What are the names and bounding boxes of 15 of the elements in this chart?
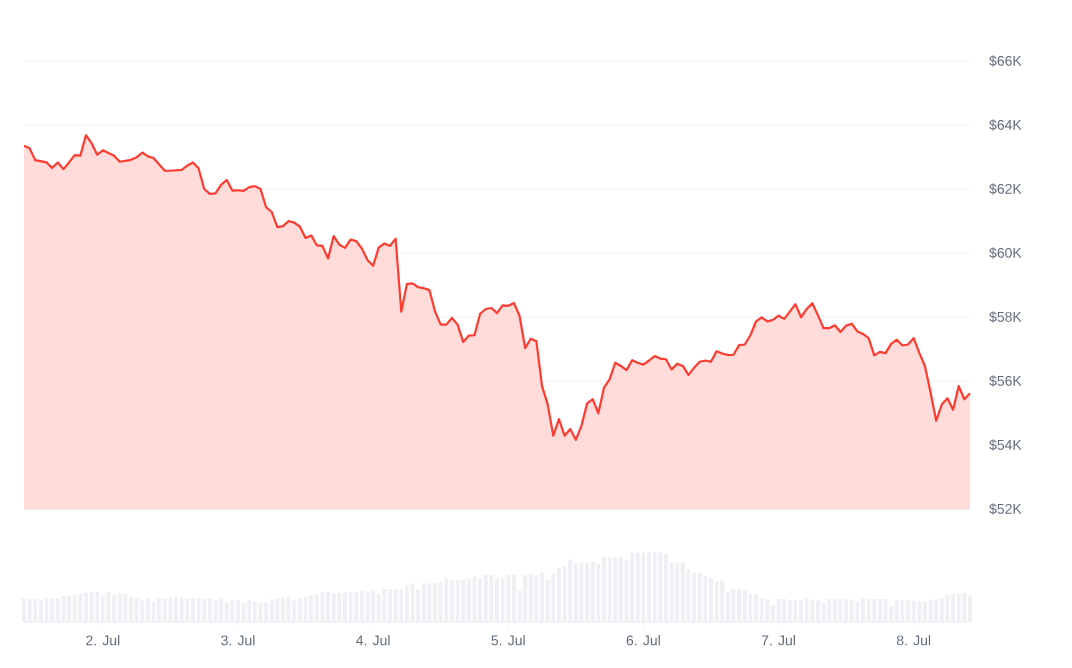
x-tick-label: 4. Jul xyxy=(356,635,390,646)
y-tick-label: $52K xyxy=(989,503,1022,515)
y-tick-label: $60K xyxy=(989,247,1022,259)
x-tick-label: 2. Jul xyxy=(86,635,120,646)
x-tick-label: 5. Jul xyxy=(491,635,525,646)
y-tick-label: $64K xyxy=(989,119,1022,131)
x-tick-label: 6. Jul xyxy=(626,635,660,646)
x-tick-label: 7. Jul xyxy=(761,635,795,646)
y-tick-label: $54K xyxy=(989,439,1022,451)
x-tick-label: 3. Jul xyxy=(221,635,255,646)
y-tick-label: $56K xyxy=(989,375,1022,387)
x-tick-label: 8. Jul xyxy=(896,635,931,646)
y-tick-label: $62K xyxy=(989,183,1022,195)
y-tick-label: $66K xyxy=(989,55,1022,67)
y-tick-label: $58K xyxy=(989,311,1022,323)
